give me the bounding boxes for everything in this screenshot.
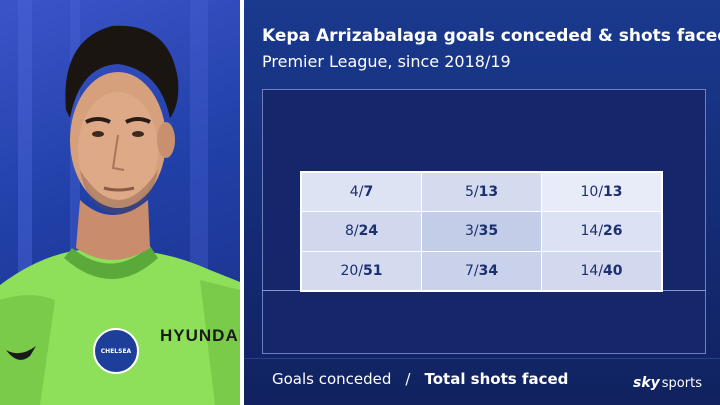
- goals-conceded-value: 14: [580, 262, 599, 279]
- goal-zone-cell: 5/13: [422, 173, 541, 212]
- footer-divider: [244, 358, 720, 359]
- goals-conceded-value: 20: [340, 262, 359, 279]
- shots-faced-value: 51: [363, 262, 383, 279]
- shots-faced-value: 35: [478, 223, 499, 240]
- value-separator: /: [473, 184, 479, 201]
- shots-faced-value: 13: [603, 184, 623, 201]
- logo-sky: sky: [633, 375, 660, 391]
- value-separator: /: [598, 262, 604, 279]
- shots-faced-value: 24: [358, 223, 379, 240]
- legend-separator: /: [405, 370, 411, 388]
- shots-faced-value: 7: [363, 184, 374, 201]
- shots-faced-value: 40: [603, 262, 623, 279]
- value-separator: /: [598, 223, 604, 240]
- shots-faced-value: 13: [478, 184, 499, 201]
- goals-conceded-value: 14: [580, 223, 599, 240]
- player-photo: [0, 25, 240, 405]
- goals-conceded-value: 10: [580, 184, 599, 201]
- goal-zone-cell: 20/51: [302, 251, 421, 290]
- value-separator: /: [598, 184, 604, 201]
- value-separator: /: [358, 262, 364, 279]
- value-separator: /: [353, 223, 359, 240]
- value-separator: /: [473, 223, 479, 240]
- goals-conceded-value: 5: [464, 184, 474, 201]
- goal-zone-cell: 14/40: [542, 251, 661, 290]
- sky-sports-logo: sky sports: [633, 372, 702, 391]
- logo-sports: sports: [661, 376, 702, 391]
- player-photo-panel: CHELSEA HYUNDAI: [0, 0, 240, 405]
- goals-conceded-value: 3: [464, 223, 474, 240]
- goal-zone-cell: 14/26: [542, 212, 661, 251]
- goal-zone-cell: 10/13: [542, 173, 661, 212]
- goal-zone-cell: 3/35: [422, 212, 541, 251]
- goal-zone-cell: 7/34: [422, 251, 541, 290]
- goal-zone-grid: 4/7 5/13 10/13 8/24 3/35 14/26 20/51 7/34 14/40: [300, 171, 663, 292]
- legend-total-shots: Total shots faced: [424, 370, 569, 388]
- graphic-subtitle: Premier League, since 2018/19: [262, 52, 511, 71]
- goal-zone-cell: 8/24: [302, 212, 421, 251]
- value-separator: /: [358, 184, 364, 201]
- goal-zone-cell: 4/7: [302, 173, 421, 212]
- shots-faced-value: 34: [478, 262, 499, 279]
- goals-conceded-value: 7: [464, 262, 474, 279]
- legend: Goals conceded / Total shots faced: [272, 370, 568, 388]
- graphic-title: Kepa Arrizabalaga goals conceded & shots…: [262, 26, 720, 46]
- goals-conceded-value: 8: [344, 223, 354, 240]
- value-separator: /: [473, 262, 479, 279]
- legend-goals-conceded: Goals conceded: [272, 370, 392, 388]
- club-crest: CHELSEA: [93, 328, 139, 374]
- shots-faced-value: 26: [603, 223, 623, 240]
- goals-conceded-value: 4: [349, 184, 359, 201]
- panel-divider: [240, 0, 244, 405]
- shirt-sponsor: HYUNDAI: [160, 326, 240, 345]
